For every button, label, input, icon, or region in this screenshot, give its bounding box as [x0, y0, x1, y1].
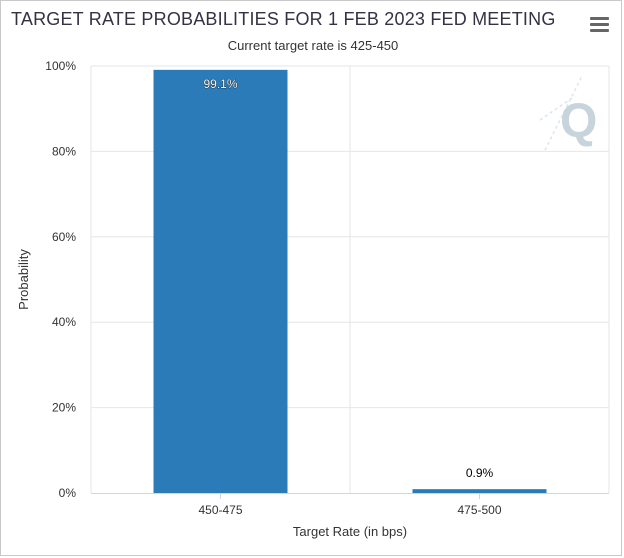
- y-tick-label: 60%: [52, 230, 76, 244]
- bar: [412, 489, 547, 493]
- data-label: 99.1%: [203, 77, 237, 91]
- y-tick-label: 40%: [52, 315, 76, 329]
- hamburger-menu-icon[interactable]: [590, 17, 609, 33]
- chart-subtitle: Current target rate is 425-450: [227, 38, 399, 53]
- x-tick-label: 475-500: [457, 503, 501, 517]
- watermark-letter: Q: [560, 95, 597, 148]
- y-tick-label: 80%: [52, 144, 76, 158]
- x-tick-label: 450-475: [198, 503, 242, 517]
- q-logo-icon: Q: [539, 75, 597, 151]
- y-tick-label: 0%: [59, 486, 77, 500]
- data-label: 0.9%: [466, 466, 494, 480]
- y-tick-label: 20%: [52, 401, 76, 415]
- bar: [153, 69, 288, 493]
- y-tick-label: 100%: [45, 59, 76, 73]
- chart-title: TARGET RATE PROBABILITIES FOR 1 FEB 2023…: [11, 9, 556, 29]
- y-axis-title: Probability: [16, 249, 31, 310]
- x-axis-title: Target Rate (in bps): [293, 524, 407, 539]
